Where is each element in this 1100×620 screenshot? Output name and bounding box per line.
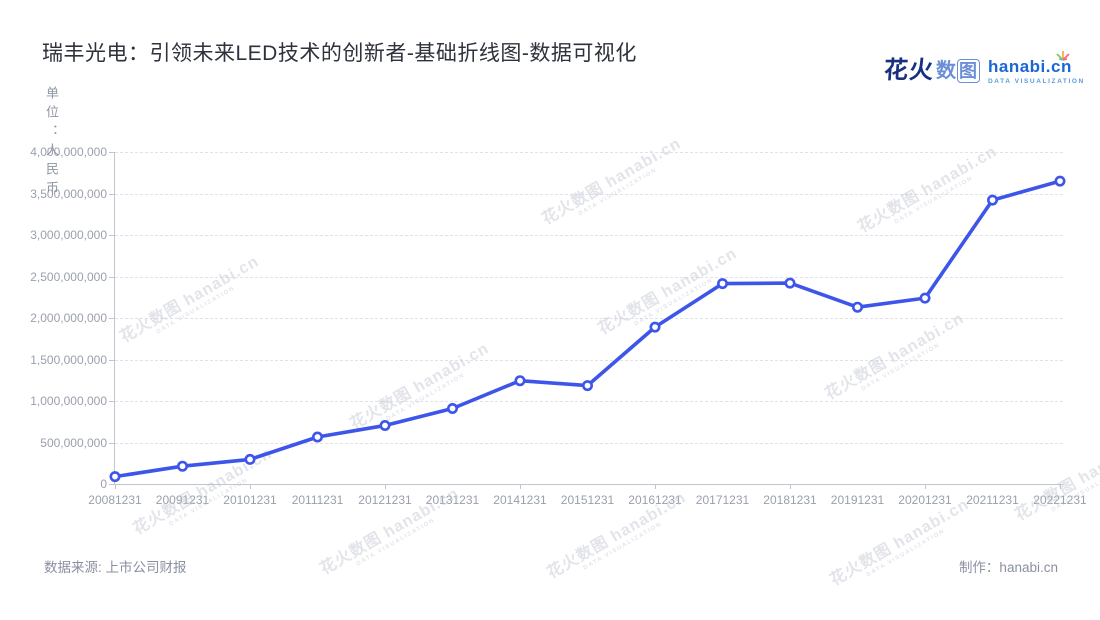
y-axis-tick — [109, 401, 115, 402]
x-tick-label: 20191231 — [830, 493, 885, 507]
data-point-marker — [716, 278, 728, 290]
y-gridline — [115, 152, 1063, 153]
x-axis-tick — [655, 484, 656, 489]
logo-shutu-text: 数图 — [936, 59, 980, 83]
data-point-marker — [109, 471, 121, 483]
y-tick-label: 4,000,000,000 — [30, 145, 107, 159]
x-axis-tick — [925, 484, 926, 489]
y-gridline — [115, 359, 1063, 361]
logo-wordmark: hanabi.cn DATA VISUALIZATION — [988, 51, 1085, 85]
data-point-marker — [919, 292, 931, 304]
x-axis-tick — [250, 484, 251, 489]
data-point-marker — [311, 431, 323, 443]
data-point-marker — [581, 380, 593, 392]
y-axis-tick — [109, 276, 115, 278]
x-tick-label: 20171231 — [695, 493, 750, 507]
firework-sparkle-icon — [1056, 51, 1070, 61]
y-axis-tick — [109, 235, 115, 236]
y-axis-line — [114, 152, 115, 484]
x-axis-tick — [790, 484, 791, 489]
data-point-marker — [784, 277, 796, 289]
x-tick-label: 20091231 — [155, 493, 210, 507]
y-axis-tick — [109, 442, 115, 444]
x-tick-label: 20211231 — [966, 493, 1019, 507]
logo-huahuo-text: 花火 — [883, 57, 935, 84]
x-tick-label: 20221231 — [1033, 493, 1087, 507]
x-axis-tick — [115, 484, 116, 489]
y-axis-tick — [109, 318, 115, 319]
y-tick-label: 2,000,000,000 — [30, 311, 107, 325]
data-point-marker — [851, 301, 863, 313]
data-point-marker — [649, 321, 661, 333]
y-gridline — [115, 401, 1063, 402]
data-point-marker — [986, 194, 998, 206]
x-tick-label: 20111231 — [291, 493, 344, 507]
data-point-marker — [244, 453, 256, 465]
data-point-marker — [379, 419, 391, 431]
y-tick-label: 2,500,000,000 — [30, 269, 107, 284]
x-axis-tick — [385, 484, 386, 489]
y-gridline — [115, 235, 1063, 236]
hanabi-logo: 花火 数图 hanabi.cn DATA VISUALIZATION — [883, 51, 1085, 94]
x-tick-label: 20201231 — [898, 493, 952, 507]
x-tick-label: 20141231 — [493, 493, 547, 507]
x-tick-label: 20151231 — [560, 493, 615, 507]
y-tick-label: 1,500,000,000 — [30, 352, 107, 367]
data-point-marker — [177, 460, 189, 472]
page-title: 瑞丰光电：引领未来LED技术的创新者-基础折线图-数据可视化 — [42, 42, 637, 65]
x-axis-line — [113, 484, 1063, 485]
credit-label: 制作：hanabi.cn — [958, 560, 1058, 575]
x-axis-tick — [520, 484, 521, 489]
y-tick-label: 0 — [100, 477, 107, 491]
logo-tu-boxed-glyph: 图 — [957, 59, 980, 83]
data-point-marker — [514, 375, 526, 387]
y-axis-tick — [109, 359, 115, 361]
data-source-label: 数据来源: 上市公司财报 — [44, 560, 187, 575]
y-gridline — [115, 318, 1063, 319]
logo-domain-text: hanabi.cn — [988, 57, 1072, 76]
y-gridline — [115, 193, 1063, 195]
y-axis-tick — [109, 484, 115, 485]
data-point-marker — [446, 402, 458, 414]
y-axis-unit-label: 单位：人民币 — [44, 86, 59, 200]
x-tick-label: 20101231 — [223, 493, 277, 507]
y-tick-label: 1,000,000,000 — [30, 394, 107, 408]
y-axis-tick — [109, 193, 115, 195]
trend-line — [113, 179, 1062, 479]
y-gridline — [115, 276, 1063, 278]
x-tick-label: 20181231 — [763, 493, 817, 507]
x-tick-label: 20081231 — [88, 493, 142, 507]
x-tick-label: 20161231 — [628, 493, 682, 507]
data-point-marker — [1054, 175, 1066, 187]
y-axis-tick — [109, 152, 115, 153]
y-tick-label: 500,000,000 — [40, 435, 107, 450]
x-axis-tick — [1060, 484, 1061, 489]
logo-tagline-text: DATA VISUALIZATION — [988, 78, 1085, 85]
y-gridline — [115, 442, 1063, 444]
y-tick-label: 3,500,000,000 — [30, 186, 107, 201]
x-tick-label: 20121231 — [358, 493, 412, 507]
y-tick-label: 3,000,000,000 — [30, 228, 107, 242]
x-tick-label: 20131231 — [425, 493, 480, 507]
